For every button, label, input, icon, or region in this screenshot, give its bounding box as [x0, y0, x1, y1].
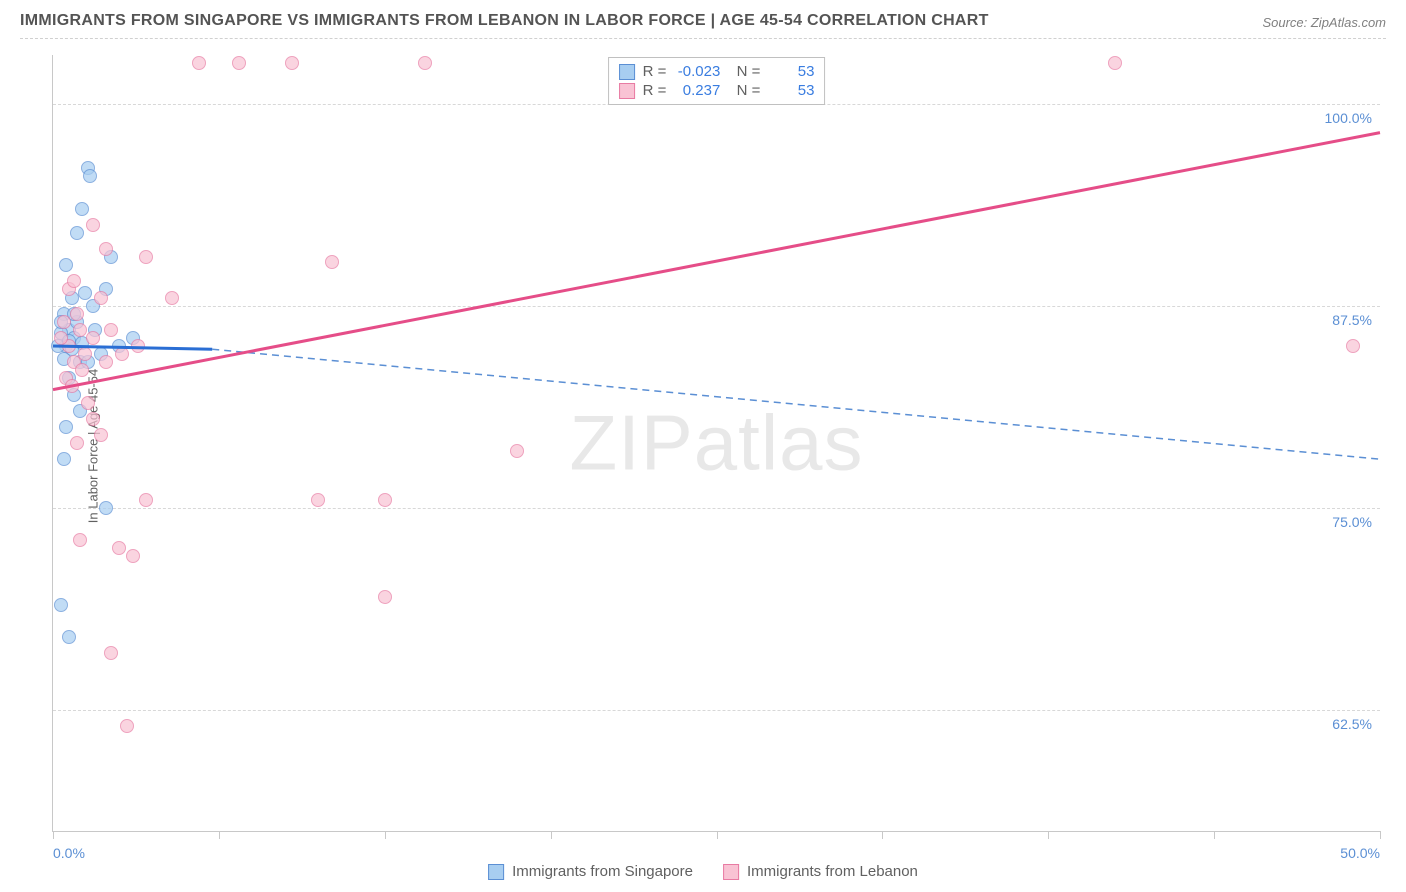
legend-swatch-singapore [619, 64, 635, 80]
x-tick [219, 831, 220, 839]
x-tick [1380, 831, 1381, 839]
trend-line [212, 349, 1380, 459]
bottom-swatch-lebanon [723, 864, 739, 880]
x-tick [551, 831, 552, 839]
bottom-label-singapore: Immigrants from Singapore [512, 863, 693, 880]
chart-container: IMMIGRANTS FROM SINGAPORE VS IMMIGRANTS … [0, 0, 1406, 892]
x-tick-label: 50.0% [1340, 845, 1380, 861]
legend-row-lebanon: R = 0.237 N = 53 [619, 81, 815, 100]
x-tick [717, 831, 718, 839]
legend-row-singapore: R = -0.023 N = 53 [619, 62, 815, 81]
source-label: Source: ZipAtlas.com [1262, 15, 1386, 30]
bottom-label-lebanon: Immigrants from Lebanon [747, 863, 918, 880]
trend-lines-layer [53, 55, 1380, 831]
x-tick [1048, 831, 1049, 839]
plot-area: ZIPatlas R = -0.023 N = 53 R = 0.237 [52, 55, 1380, 832]
trend-line [53, 133, 1380, 390]
trend-line [53, 346, 212, 349]
x-tick [53, 831, 54, 839]
legend-text-singapore: R = -0.023 N = 53 [643, 63, 815, 80]
correlation-legend: R = -0.023 N = 53 R = 0.237 N = 53 [608, 57, 826, 105]
bottom-swatch-singapore [488, 864, 504, 880]
legend-text-lebanon: R = 0.237 N = 53 [643, 82, 815, 99]
x-tick [882, 831, 883, 839]
header: IMMIGRANTS FROM SINGAPORE VS IMMIGRANTS … [20, 12, 1386, 39]
bottom-legend-lebanon: Immigrants from Lebanon [723, 863, 918, 880]
bottom-legend-singapore: Immigrants from Singapore [488, 863, 693, 880]
x-tick [385, 831, 386, 839]
bottom-legend: Immigrants from Singapore Immigrants fro… [488, 863, 918, 880]
legend-swatch-lebanon [619, 83, 635, 99]
chart-title: IMMIGRANTS FROM SINGAPORE VS IMMIGRANTS … [20, 12, 989, 30]
x-tick-label: 0.0% [53, 845, 85, 861]
x-tick [1214, 831, 1215, 839]
